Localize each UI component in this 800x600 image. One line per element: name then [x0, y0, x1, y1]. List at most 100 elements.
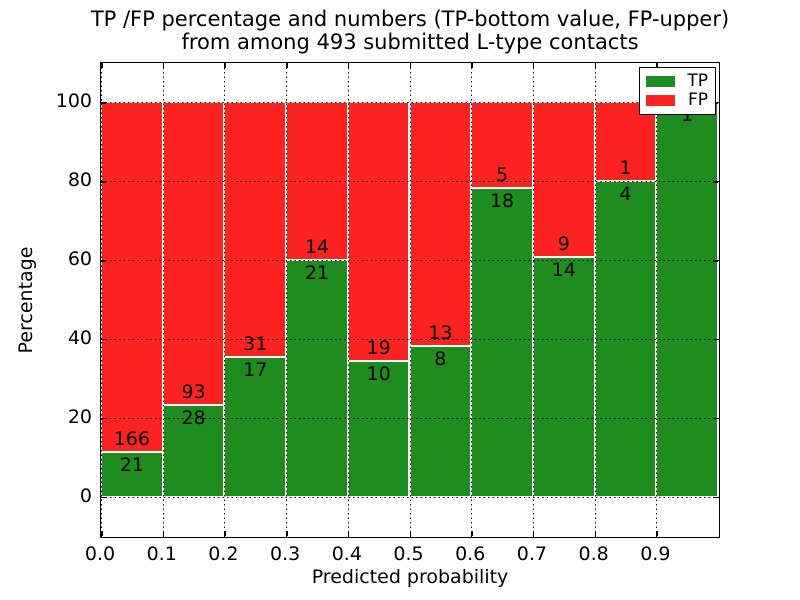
x-tick-mark-top — [409, 63, 411, 68]
legend-row-fp: FP — [646, 91, 708, 110]
tp-count-label: 8 — [434, 348, 447, 371]
vertical-gridline — [594, 63, 596, 537]
vertical-gridline — [347, 63, 349, 537]
plot-area: TP FP 166 21 93 28 31 17 14 21 19 10 13 8 5 18 9 14 1 4 1 — [100, 62, 720, 538]
y-tick-label: 40 — [67, 326, 92, 349]
y-tick-mark — [101, 338, 106, 341]
tp-count-label: 18 — [489, 190, 515, 213]
x-tick-mark-top — [594, 63, 597, 68]
y-tick-mark-right — [713, 417, 718, 420]
y-tick-mark-right — [713, 338, 718, 341]
tp-bar-segment — [471, 188, 533, 497]
y-tick-mark — [101, 417, 106, 420]
fp-count-label: 31 — [243, 332, 268, 355]
vertical-gridline — [532, 63, 534, 537]
tp-legend-swatch — [646, 76, 675, 87]
vertical-gridline — [409, 63, 411, 537]
x-tick-label: 0.6 — [455, 543, 486, 565]
x-tick-mark — [347, 531, 350, 536]
tp-count-label: 4 — [619, 183, 632, 206]
tp-count-label: 21 — [119, 454, 144, 477]
x-tick-mark-top — [347, 63, 350, 68]
y-tick-label: 60 — [67, 248, 92, 271]
x-tick-mark-top — [471, 63, 473, 68]
fp-count-label: 93 — [181, 381, 206, 404]
fp-count-label: 166 — [113, 428, 150, 451]
chart-title-line1: TP /FP percentage and numbers (TP-bottom… — [90, 7, 730, 31]
vertical-gridline — [101, 63, 102, 537]
x-tick-label: 0.0 — [84, 543, 116, 565]
y-tick-mark-right — [713, 496, 718, 499]
fp-count-label: 5 — [496, 164, 509, 187]
x-tick-label: 0.4 — [331, 543, 362, 565]
y-tick-label: 100 — [55, 90, 92, 113]
x-tick-label: 0.9 — [640, 543, 671, 565]
x-tick-mark — [532, 531, 535, 536]
fp-bar-segment — [162, 102, 225, 406]
y-tick-label: 80 — [67, 169, 92, 192]
tp-bar-segment — [409, 346, 472, 497]
fp-legend-swatch — [646, 95, 675, 106]
tp-count-label: 28 — [181, 407, 206, 430]
fp-count-label: 14 — [304, 236, 330, 259]
tp-count-label: 14 — [551, 258, 576, 281]
y-tick-mark — [101, 102, 106, 104]
fp-count-label: 13 — [428, 322, 453, 345]
x-tick-mark — [101, 531, 103, 536]
fp-bar-segment — [409, 102, 472, 347]
fp-count-label: 19 — [366, 336, 391, 359]
x-tick-mark-top — [162, 63, 165, 68]
y-tick-mark — [101, 181, 106, 183]
y-tick-mark-right — [713, 260, 718, 262]
tp-count-label: 17 — [243, 358, 268, 381]
fp-bar-segment — [471, 102, 533, 189]
x-tick-mark — [409, 531, 411, 536]
x-tick-mark-top — [101, 63, 103, 68]
tp-bar-segment — [286, 260, 348, 497]
vertical-gridline — [286, 63, 288, 537]
fp-count-label: 9 — [557, 232, 570, 255]
x-tick-label: 0.1 — [146, 543, 177, 565]
x-axis-label: Predicted probability — [311, 566, 509, 588]
x-tick-mark — [224, 531, 226, 536]
tp-bar-segment — [101, 452, 163, 497]
x-tick-mark-top — [532, 63, 535, 68]
legend-row-tp: TP — [646, 72, 708, 91]
x-tick-label: 0.5 — [393, 543, 424, 565]
x-tick-mark — [286, 531, 288, 536]
x-tick-label: 0.2 — [208, 543, 239, 565]
fp-legend-label: FP — [687, 90, 708, 110]
x-tick-mark — [594, 531, 597, 536]
y-tick-mark-right — [713, 181, 718, 183]
x-tick-mark — [162, 531, 165, 536]
fp-bar-segment — [101, 102, 163, 453]
y-axis-label: Percentage — [15, 246, 37, 354]
tp-count-label: 10 — [366, 362, 391, 385]
vertical-gridline — [224, 63, 226, 537]
vertical-gridline — [471, 63, 473, 537]
x-tick-mark-top — [286, 63, 288, 68]
y-tick-mark — [101, 496, 106, 499]
x-tick-mark-top — [656, 63, 658, 68]
x-tick-label: 0.8 — [578, 543, 609, 565]
chart-title: TP /FP percentage and numbers (TP-bottom… — [20, 8, 800, 54]
vertical-gridline — [656, 63, 658, 537]
x-tick-mark — [656, 531, 658, 536]
x-tick-label: 0.7 — [516, 543, 547, 565]
fp-count-label: 1 — [619, 157, 632, 180]
legend: TP FP — [639, 67, 716, 115]
x-tick-mark — [471, 531, 473, 536]
tp-bar-segment — [532, 256, 595, 497]
vertical-gridline — [162, 63, 164, 537]
y-tick-label: 0 — [79, 484, 92, 507]
chart-title-line2: from among 493 submitted L-type contacts — [181, 30, 639, 54]
y-tick-mark — [101, 260, 106, 262]
y-tick-label: 20 — [67, 405, 92, 428]
tp-bar-segment — [347, 360, 410, 497]
fp-bar-segment — [224, 102, 287, 357]
tp-count-label: 21 — [304, 262, 330, 285]
x-tick-label: 0.3 — [269, 543, 301, 565]
x-tick-mark-top — [224, 63, 226, 68]
tp-legend-label: TP — [687, 71, 708, 91]
